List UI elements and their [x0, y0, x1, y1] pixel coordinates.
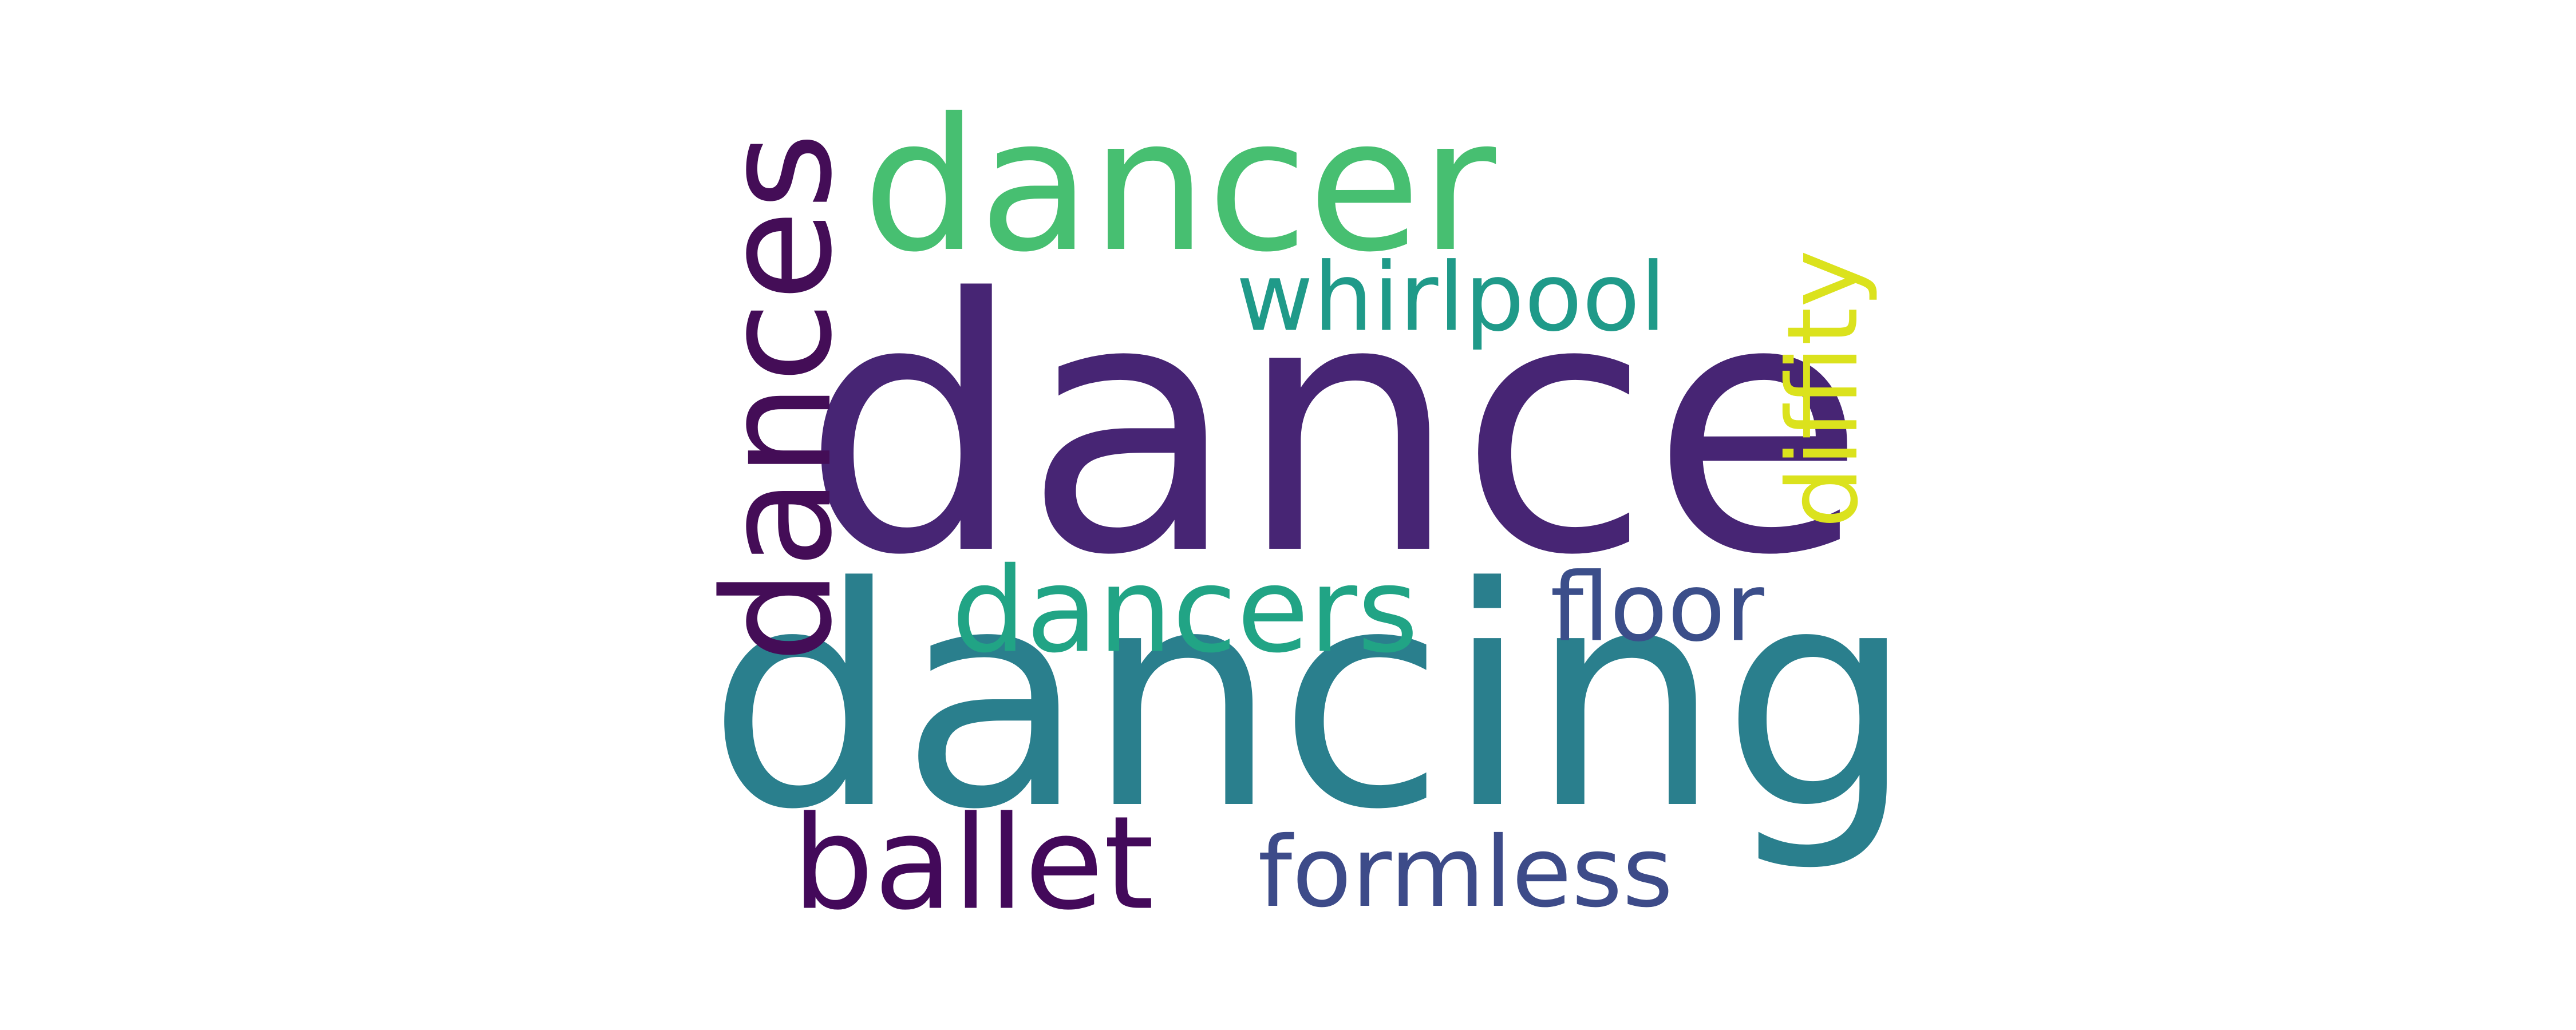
- word-floor: floor: [1550, 552, 1764, 663]
- word-dancers: dancers: [951, 542, 1419, 679]
- word-formless: formless: [1258, 816, 1673, 929]
- word-dancing: dancing: [707, 522, 1915, 876]
- word-dancer: dancer: [862, 80, 1496, 292]
- word-ballet: ballet: [792, 789, 1155, 939]
- word-whirlpool: whirlpool: [1236, 242, 1666, 352]
- word-dance: dance: [801, 225, 1866, 631]
- word-dances: dances: [692, 132, 865, 663]
- word-diffity: diffity: [1767, 249, 1880, 529]
